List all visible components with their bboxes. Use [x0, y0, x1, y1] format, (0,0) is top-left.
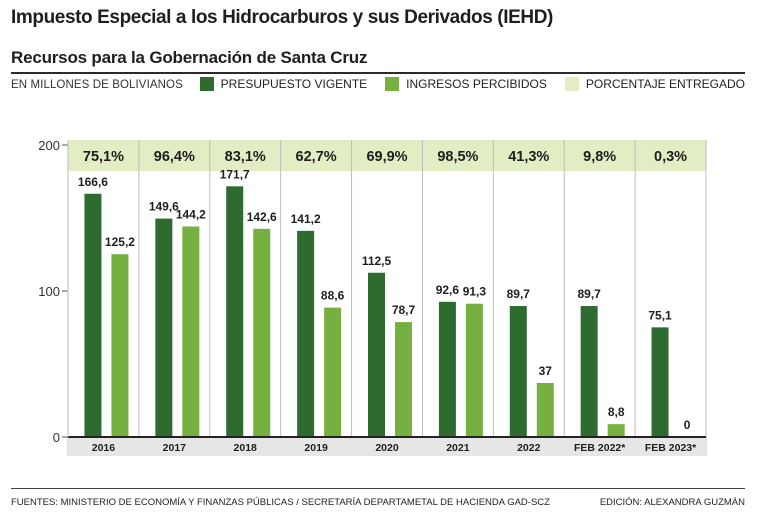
data-label-presupuesto: 166,6 [78, 175, 108, 189]
bar-ingresos [536, 382, 554, 437]
category-label: FEB 2022* [574, 442, 626, 454]
data-label-ingresos: 78,7 [392, 303, 416, 317]
data-label-presupuesto: 149,6 [149, 200, 179, 214]
legend-label-porcentaje: PORCENTAJE ENTREGADO [585, 77, 745, 91]
bar-presupuesto [509, 306, 527, 437]
bar-ingresos [607, 424, 625, 437]
bar-presupuesto [438, 301, 456, 437]
data-label-presupuesto: 171,7 [220, 167, 250, 181]
data-label-ingresos: 37 [539, 364, 553, 378]
bar-presupuesto [84, 193, 102, 437]
percentage-band [68, 140, 706, 171]
bar-ingresos [253, 228, 271, 437]
percentage-label: 9,8% [583, 149, 616, 165]
legend-swatch-ingresos [385, 77, 400, 91]
bar-ingresos [324, 307, 342, 437]
percentage-label: 62,7% [296, 149, 337, 165]
percentage-label: 98,5% [437, 149, 478, 165]
chart-title: Impuesto Especial a los Hidrocarburos y … [11, 7, 553, 28]
bar-ingresos [182, 226, 200, 437]
legend-label-ingresos: INGRESOS PERCIBIDOS [406, 77, 547, 91]
legend-label-presupuesto: PRESUPUESTO VIGENTE [220, 77, 368, 91]
footer-rule [11, 488, 745, 489]
bar-presupuesto [297, 230, 315, 437]
data-label-ingresos: 91,3 [463, 285, 487, 299]
bar-presupuesto [155, 218, 173, 437]
category-label: FEB 2023* [645, 442, 697, 454]
bar-ingresos [395, 322, 412, 437]
credit-note: EDICIÓN: ALEXANDRA GUZMÁN [599, 497, 745, 508]
category-band [68, 437, 706, 456]
data-label-presupuesto: 141,2 [291, 212, 321, 226]
y-tick-label: 200 [38, 138, 60, 153]
percentage-label: 83,1% [225, 149, 266, 165]
bar-ingresos [465, 303, 483, 437]
data-label-presupuesto: 112,5 [362, 254, 392, 268]
y-tick-label: 0 [53, 430, 60, 445]
legend: PRESUPUESTO VIGENTE INGRESOS PERCIBIDOS … [199, 77, 745, 91]
percentage-label: 69,9% [366, 149, 407, 165]
chart-subtitle: Recursos para la Gobernación de Santa Cr… [11, 48, 368, 67]
category-label: 2017 [163, 442, 187, 454]
data-label-presupuesto: 89,7 [507, 287, 531, 301]
bar-ingresos [111, 254, 129, 437]
percentage-label: 0,3% [654, 149, 687, 165]
category-label: 2018 [234, 442, 258, 454]
bar-presupuesto [651, 327, 669, 437]
percentage-label: 41,3% [508, 149, 549, 165]
bar-presupuesto [368, 272, 385, 437]
data-label-ingresos: 0 [684, 418, 691, 432]
data-label-ingresos: 88,6 [321, 289, 345, 303]
data-label-ingresos: 142,6 [247, 210, 277, 224]
source-note: FUENTES: MINISTERIO DE ECONOMÍA Y FINANZ… [11, 497, 550, 508]
category-label: 2016 [92, 442, 116, 454]
legend-item-ingresos: INGRESOS PERCIBIDOS [385, 77, 547, 91]
legend-item-porcentaje: PORCENTAJE ENTREGADO [564, 77, 745, 91]
category-label: 2019 [304, 442, 328, 454]
data-label-presupuesto: 75,1 [648, 308, 672, 322]
bar-presupuesto [226, 186, 244, 437]
percentage-label: 96,4% [154, 149, 195, 165]
y-tick-label: 100 [38, 284, 60, 299]
data-label-presupuesto: 89,7 [577, 287, 601, 301]
data-label-ingresos: 8,8 [608, 405, 625, 419]
percentage-label: 75,1% [83, 149, 124, 165]
units-label: EN MILLONES DE BOLIVIANOS [11, 79, 183, 91]
legend-swatch-presupuesto [199, 77, 214, 91]
category-label: 2021 [446, 442, 470, 454]
data-label-ingresos: 125,2 [105, 235, 135, 249]
category-label: 2022 [517, 442, 541, 454]
bar-presupuesto [580, 306, 598, 437]
legend-swatch-porcentaje [564, 77, 579, 91]
data-label-presupuesto: 92,6 [436, 283, 460, 297]
header-rule [11, 72, 745, 74]
legend-item-presupuesto: PRESUPUESTO VIGENTE [199, 77, 368, 91]
data-label-ingresos: 144,2 [176, 207, 206, 221]
category-label: 2020 [375, 442, 399, 454]
